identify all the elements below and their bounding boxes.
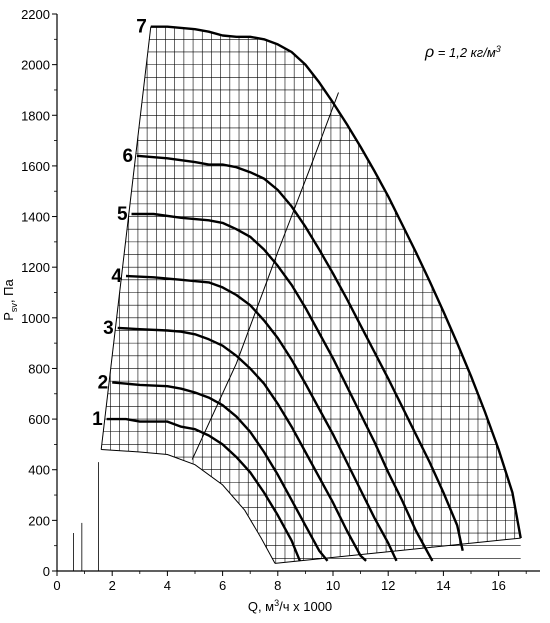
y-tick-label-800: 800 xyxy=(28,361,50,376)
y-tick-label-1800: 1800 xyxy=(21,108,50,123)
x-tick-label-6: 6 xyxy=(219,578,226,593)
x-tick-label-8: 8 xyxy=(274,578,281,593)
axes: 0 2 4 6 8 10 12 14 16020040060080010001200140016… xyxy=(21,7,540,593)
x-tick-label-2: 2 xyxy=(109,578,116,593)
x-tick-label-12: 12 xyxy=(381,578,395,593)
curve-label-2: 2 xyxy=(98,372,109,393)
x-tick-label-4: 4 xyxy=(164,578,171,593)
grid xyxy=(101,26,521,564)
envelope-bottom-line xyxy=(274,537,521,564)
fan-curve-5 xyxy=(131,212,434,562)
y-tick-label-1200: 1200 xyxy=(21,260,50,275)
air-density-note: ρ = 1,2 кг/м3 xyxy=(424,44,501,61)
fan-curve-3 xyxy=(117,326,367,562)
curve-label-4: 4 xyxy=(111,266,122,287)
fan-curve-7 xyxy=(150,25,522,539)
efficiency-line xyxy=(191,92,339,460)
curve-label-6: 6 xyxy=(122,146,133,167)
y-axis-title: Psv, Па xyxy=(1,279,19,321)
x-tick-label-10: 10 xyxy=(326,578,340,593)
y-tick-label-2200: 2200 xyxy=(21,7,50,22)
fan-curve-2 xyxy=(112,381,329,562)
x-axis-title: Q, м3/ч x 1000 xyxy=(248,598,332,614)
envelope-left-line xyxy=(100,26,152,450)
fan-curve-6 xyxy=(136,154,464,551)
fan-curve-1 xyxy=(106,417,302,562)
y-tick-label-1000: 1000 xyxy=(21,311,50,326)
curve-label-7: 7 xyxy=(136,17,147,38)
auxiliary-lines xyxy=(73,26,521,571)
x-tick-label-16: 16 xyxy=(491,578,505,593)
x-tick-label-14: 14 xyxy=(436,578,450,593)
y-tick-label-400: 400 xyxy=(28,463,50,478)
fan-curves: 1 2 3 4 5 6 7 xyxy=(92,17,522,562)
fan-curve-4 xyxy=(125,274,398,562)
y-tick-label-0: 0 xyxy=(43,564,50,579)
curve-label-3: 3 xyxy=(103,318,114,339)
x-tick-label-0: 0 xyxy=(53,578,60,593)
curve-label-1: 1 xyxy=(92,409,103,430)
y-tick-label-2000: 2000 xyxy=(21,58,50,73)
min-pressure-curve xyxy=(101,449,276,564)
y-tick-label-1400: 1400 xyxy=(21,210,50,225)
y-tick-label-1600: 1600 xyxy=(21,159,50,174)
curve-label-5: 5 xyxy=(117,204,128,225)
y-tick-label-200: 200 xyxy=(28,513,50,528)
y-tick-label-600: 600 xyxy=(28,412,50,427)
